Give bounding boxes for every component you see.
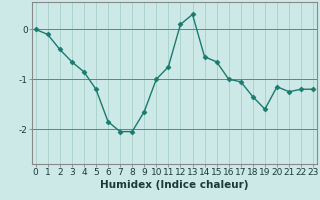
X-axis label: Humidex (Indice chaleur): Humidex (Indice chaleur) xyxy=(100,180,249,190)
